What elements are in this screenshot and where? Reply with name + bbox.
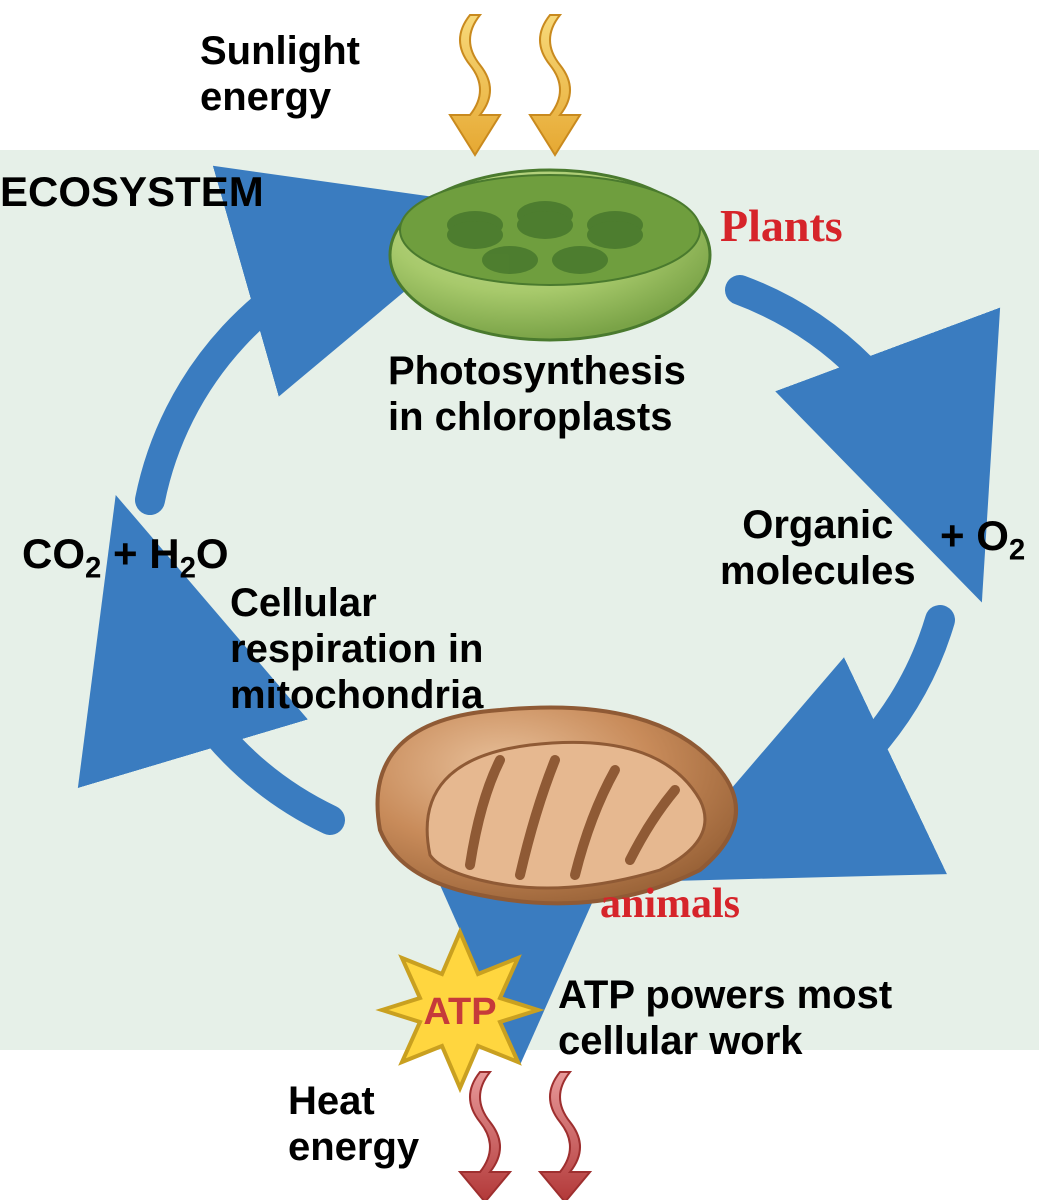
chloroplast-icon	[390, 170, 710, 340]
plants-annotation: Plants	[720, 200, 843, 253]
sunlight-arrows	[450, 15, 580, 155]
organic-molecules-label: Organicmolecules	[720, 502, 916, 594]
cellular-respiration-label: Cellular respiration in mitochondria	[230, 580, 483, 718]
animals-annotation: animals	[600, 880, 740, 928]
atp-description-label: ATP powers most cellular work	[558, 972, 892, 1064]
o2-label: + O2	[940, 512, 1025, 567]
mitochondrion-icon	[378, 708, 737, 904]
ecosystem-label: ECOSYSTEM	[0, 168, 264, 216]
sunlight-label: Sunlight energy	[200, 28, 360, 120]
atp-star-label: ATP	[423, 991, 496, 1033]
heat-arrows	[460, 1072, 590, 1200]
co2-h2o-label: CO2 + H2O	[22, 530, 229, 585]
heat-label: Heat energy	[288, 1078, 419, 1170]
photosynthesis-label: Photosynthesis in chloroplasts	[388, 348, 686, 440]
